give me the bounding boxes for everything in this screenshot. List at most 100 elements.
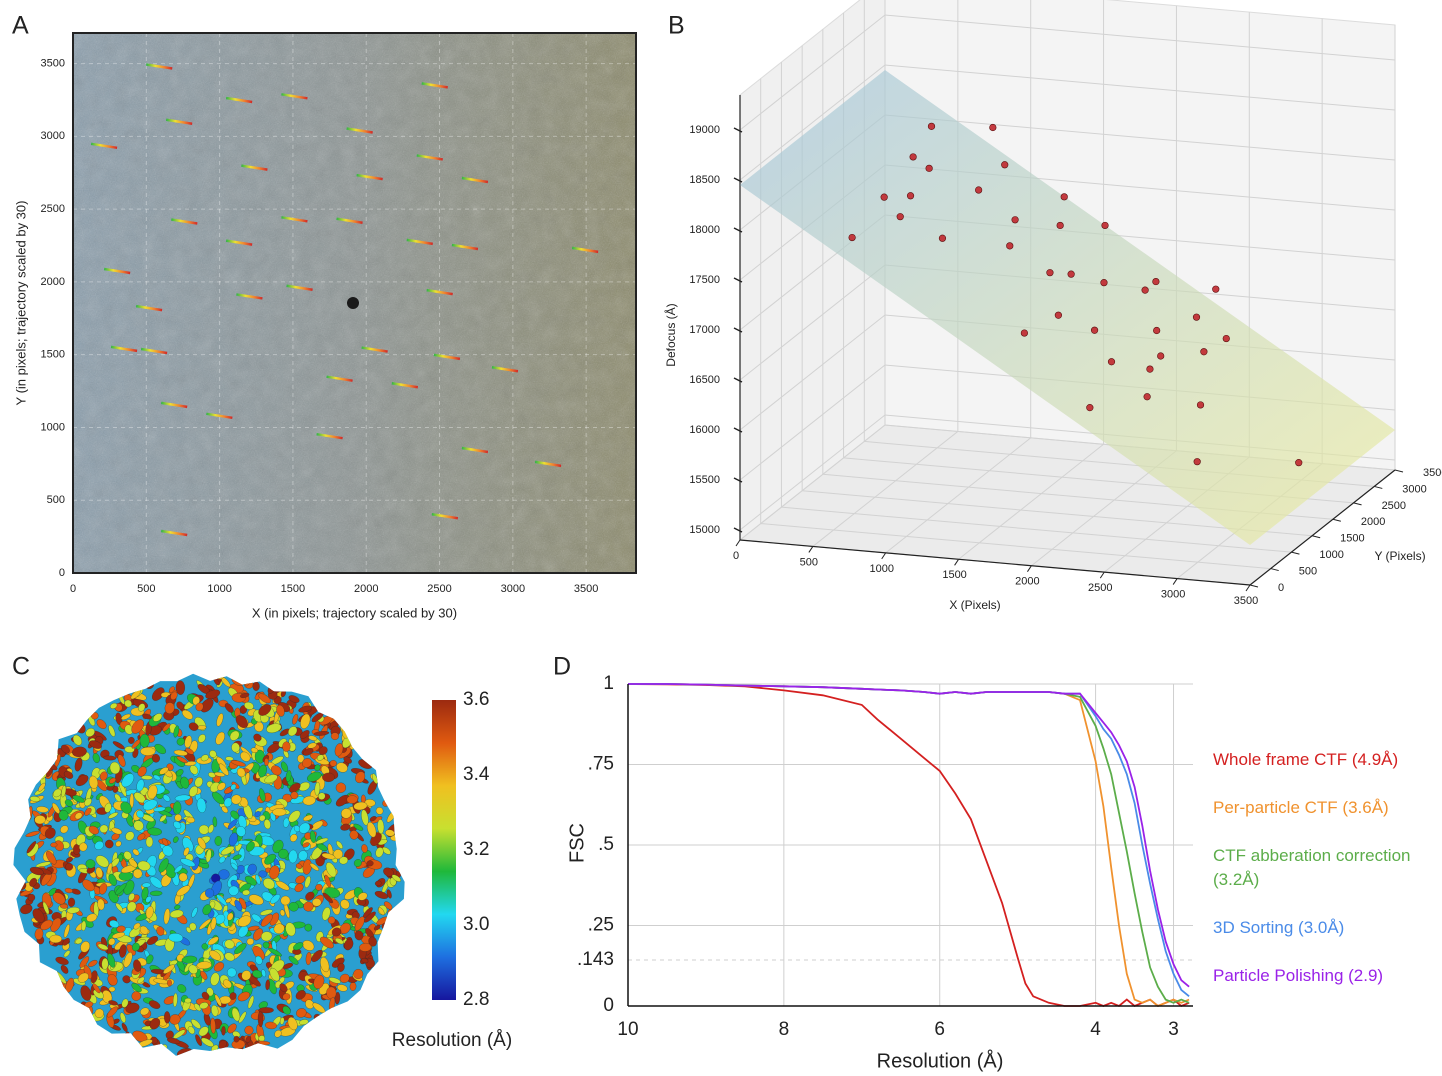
density-patch [159, 767, 169, 775]
y-tick-label: 1000 [1319, 549, 1343, 561]
density-patch [340, 808, 352, 819]
density-patch [313, 974, 325, 989]
density-patch [239, 796, 249, 808]
density-patch [248, 894, 264, 906]
density-patch [161, 837, 169, 847]
point [1212, 285, 1220, 293]
density-patch [316, 754, 325, 761]
y-tick-label: .75 [588, 754, 614, 775]
density-patch [115, 902, 123, 912]
density-patch [176, 701, 184, 710]
density-patch [140, 746, 156, 756]
y-tick-label: 2500 [41, 203, 65, 215]
density-patch [75, 774, 89, 787]
density-patch [188, 964, 198, 975]
y-tick-label: 3000 [41, 130, 65, 142]
density-patch [366, 860, 374, 867]
density-patch [322, 772, 335, 783]
density-patch [95, 855, 110, 868]
trajectory [326, 375, 353, 382]
density-patch [195, 702, 204, 712]
density-patch [271, 765, 282, 776]
z-tick-label: 18500 [689, 174, 720, 186]
trajectory [461, 176, 489, 184]
y-axis-label: Y (in pixels; trajectory scaled by 30) [13, 201, 28, 406]
density-patch [132, 848, 140, 856]
x-axis-label: X (Pixels) [949, 598, 1000, 612]
density-patch [349, 981, 357, 991]
density-patch [149, 890, 163, 896]
density-patch [240, 692, 250, 699]
density-patch [371, 773, 379, 784]
point [1152, 277, 1160, 286]
density-patch [238, 925, 249, 938]
density-patch [44, 827, 56, 839]
density-patch [177, 984, 187, 993]
legend-entry: CTF abberation correction (3.2Å) [1213, 846, 1411, 889]
density-patch [60, 744, 70, 754]
density-patch [361, 809, 369, 826]
density-patch [226, 967, 237, 978]
y-tick-label: .143 [577, 949, 614, 970]
density-patch [378, 907, 385, 916]
density-patch [145, 895, 152, 903]
legend-entry: Per-particle CTF (3.6Å) [1213, 798, 1389, 817]
density-patch [369, 816, 377, 822]
density-patch [120, 713, 131, 721]
tick-mark [954, 559, 959, 566]
grid-line [884, 114, 1396, 161]
density-patch [279, 1017, 285, 1025]
panel-label: B [668, 12, 685, 40]
density-patch [84, 807, 92, 816]
density-patch [235, 715, 248, 729]
y-tick-label: 1500 [1340, 533, 1364, 545]
y-tick-label: 0 [1278, 582, 1284, 594]
density-patch [268, 947, 282, 957]
density-patch [263, 878, 275, 890]
density-patch [210, 917, 217, 930]
density-patch [285, 770, 292, 782]
density-patch [279, 909, 286, 917]
density-patch [375, 847, 384, 858]
density-patch [103, 755, 117, 761]
density-patch [223, 797, 233, 808]
density-patch [172, 836, 179, 843]
density-patch [128, 858, 138, 868]
density-patch [29, 796, 41, 802]
density-patch [176, 737, 185, 746]
density-patch [335, 782, 347, 793]
density-patch [104, 802, 112, 813]
density-patch [62, 937, 70, 946]
trajectory [491, 365, 519, 373]
density-patch [133, 959, 142, 972]
density-patch [334, 991, 341, 1005]
density-patch [260, 931, 273, 942]
density-patch [214, 835, 223, 846]
x-tick-label: 6 [934, 1019, 945, 1040]
density-patch [227, 1023, 237, 1034]
density-patch [260, 913, 273, 927]
density-patch [60, 964, 69, 974]
density-patch [183, 847, 190, 857]
point [1146, 365, 1154, 373]
density-patch [108, 812, 119, 819]
density-patch [213, 962, 225, 972]
trajectory [451, 243, 479, 251]
legend-entry: Whole frame CTF (4.9Å) [1213, 750, 1399, 769]
density-patch [175, 680, 186, 695]
grid-line [739, 64, 886, 181]
density-patch [79, 956, 90, 968]
density-patch [259, 814, 266, 822]
density-patch [119, 944, 127, 958]
density-patch [214, 994, 222, 1007]
density-patch [217, 782, 226, 791]
density-patch [299, 730, 310, 739]
density-patch [172, 992, 178, 1008]
z-tick-label: 17500 [689, 274, 720, 286]
grid-line [739, 414, 886, 531]
density-patch [184, 997, 192, 1004]
density-patch [197, 837, 207, 850]
density-patch [168, 686, 175, 693]
density-patch [151, 753, 160, 763]
